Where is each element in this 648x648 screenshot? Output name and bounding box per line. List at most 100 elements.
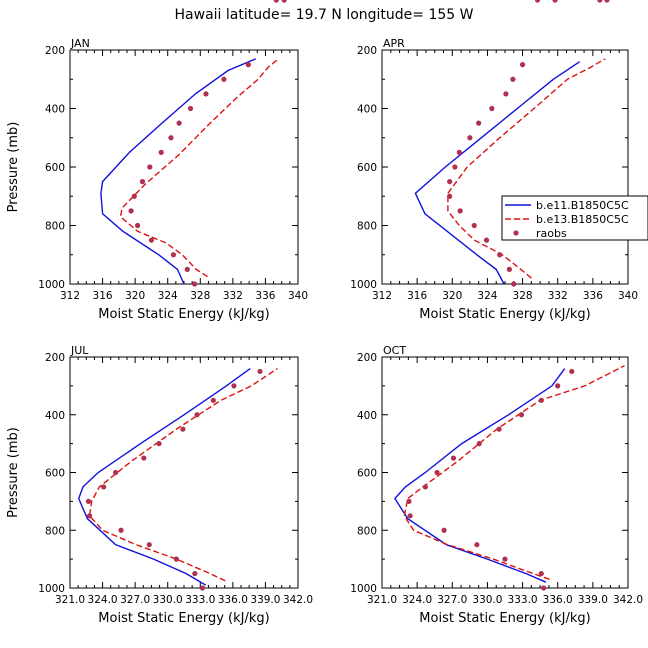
y-tick-label: 1000 — [350, 279, 377, 291]
raobs-point — [597, 0, 603, 3]
raobs-point — [496, 426, 502, 432]
plot-frame — [381, 356, 629, 589]
y-tick-label: 1000 — [38, 583, 65, 595]
x-tick-label: 333.0 — [508, 594, 538, 606]
legend-entry: b.e11.B1850C5C — [536, 199, 629, 212]
x-tick-label: 312 — [372, 290, 392, 302]
panel-apr: APR 312 316 320 324 328 332 336 340 200 400 600 800 1… — [350, 0, 638, 322]
raobs-point — [86, 513, 93, 519]
x-tick-label: 336 — [583, 290, 603, 302]
x-axis-label: Moist Static Energy (kJ/kg) — [98, 307, 269, 322]
b-e11-series-line — [77, 368, 251, 586]
raobs-point — [113, 469, 119, 476]
b-e13-series-line — [88, 368, 278, 582]
raobs-point — [173, 556, 179, 562]
raobs-point — [147, 164, 153, 170]
y-tick-label: 600 — [45, 468, 65, 480]
raobs-point — [194, 412, 200, 418]
raobs-point — [483, 237, 490, 243]
raobs-point — [168, 135, 174, 141]
x-axis-label: Moist Static Energy (kJ/kg) — [98, 611, 269, 626]
raobs-point — [489, 105, 495, 112]
x-tick-label: 342.0 — [283, 594, 313, 606]
raobs-point — [538, 397, 544, 403]
x-tick-label: 339.0 — [250, 594, 280, 606]
plot-frame — [69, 356, 299, 589]
y-tick-label: 800 — [45, 221, 65, 233]
raobs-point — [422, 484, 428, 490]
raobs-point — [476, 441, 482, 447]
raobs-point — [141, 455, 147, 461]
plot-frame — [69, 49, 299, 285]
raobs-point — [555, 383, 561, 389]
y-tick-label: 200 — [357, 45, 377, 57]
raobs-point — [434, 469, 440, 476]
y-tick-label: 800 — [357, 525, 377, 537]
raobs-point — [441, 527, 447, 533]
raobs-point — [450, 455, 457, 461]
x-tick-label: 324 — [158, 290, 178, 302]
raobs-point — [131, 193, 137, 199]
raobs-point — [281, 0, 287, 3]
x-tick-label: 328 — [190, 290, 210, 302]
x-tick-label: 320 — [442, 290, 462, 302]
x-tick-label: 327.0 — [437, 594, 467, 606]
raobs-point — [231, 383, 237, 389]
raobs-point — [447, 193, 453, 199]
y-tick-label: 800 — [357, 221, 377, 233]
y-axis-label: Pressure (mb) — [6, 427, 21, 518]
raobs-point — [476, 120, 482, 126]
x-axis-label: Moist Static Energy (kJ/kg) — [419, 307, 590, 322]
b-e13-series-line — [447, 58, 606, 279]
raobs-point — [467, 135, 473, 141]
panel-label: JAN — [70, 37, 90, 50]
x-tick-label: 324.0 — [402, 594, 432, 606]
x-tick-label: 321.0 — [367, 594, 397, 606]
x-tick-label: 324.0 — [88, 594, 118, 606]
x-tick-label: 316 — [407, 290, 427, 302]
x-tick-label: 324 — [477, 290, 497, 302]
y-tick-label: 400 — [357, 104, 377, 116]
raobs-point — [407, 513, 413, 519]
x-tick-label: 312 — [60, 290, 80, 302]
raobs-point — [156, 441, 162, 447]
chart-title: Hawaii latitude= 19.7 N longitude= 155 W — [175, 7, 474, 23]
x-tick-label: 336.0 — [218, 594, 248, 606]
y-tick-label: 1000 — [38, 279, 65, 291]
raobs-point — [158, 149, 164, 155]
raobs-point — [541, 585, 547, 591]
raobs-point — [221, 76, 227, 82]
raobs-point — [503, 91, 509, 97]
y-tick-label: 400 — [357, 410, 377, 422]
raobs-point — [471, 222, 477, 229]
raobs-point — [180, 426, 186, 432]
raobs-point — [552, 0, 558, 3]
raobs-point — [85, 498, 92, 504]
panel-label: OCT — [383, 344, 406, 357]
x-tick-label: 327.0 — [120, 594, 150, 606]
y-axis-label: Pressure (mb) — [6, 122, 21, 213]
x-tick-label: 332 — [548, 290, 568, 302]
y-tick-label: 600 — [45, 162, 65, 174]
legend-entry: b.e13.B1850C5C — [536, 213, 629, 226]
raobs-point — [519, 62, 526, 68]
x-tick-label: 340 — [288, 290, 308, 302]
x-tick-label: 333.0 — [185, 594, 215, 606]
x-tick-label: 339.0 — [578, 594, 608, 606]
raobs-point — [146, 542, 152, 548]
raobs-point — [118, 527, 124, 533]
raobs-point — [502, 556, 508, 562]
raobs-point — [128, 208, 134, 214]
raobs-point — [170, 252, 177, 258]
x-tick-label: 316 — [93, 290, 113, 302]
raobs-point — [452, 164, 458, 170]
legend-box — [501, 195, 648, 241]
raobs-point — [134, 222, 141, 229]
y-tick-label: 1000 — [350, 583, 377, 595]
panel-label: APR — [383, 37, 405, 50]
raobs-point — [101, 484, 107, 490]
panel-jan: JAN 312 316 320 324 328 332 336 340 200 400 600 800 1… — [6, 0, 308, 322]
